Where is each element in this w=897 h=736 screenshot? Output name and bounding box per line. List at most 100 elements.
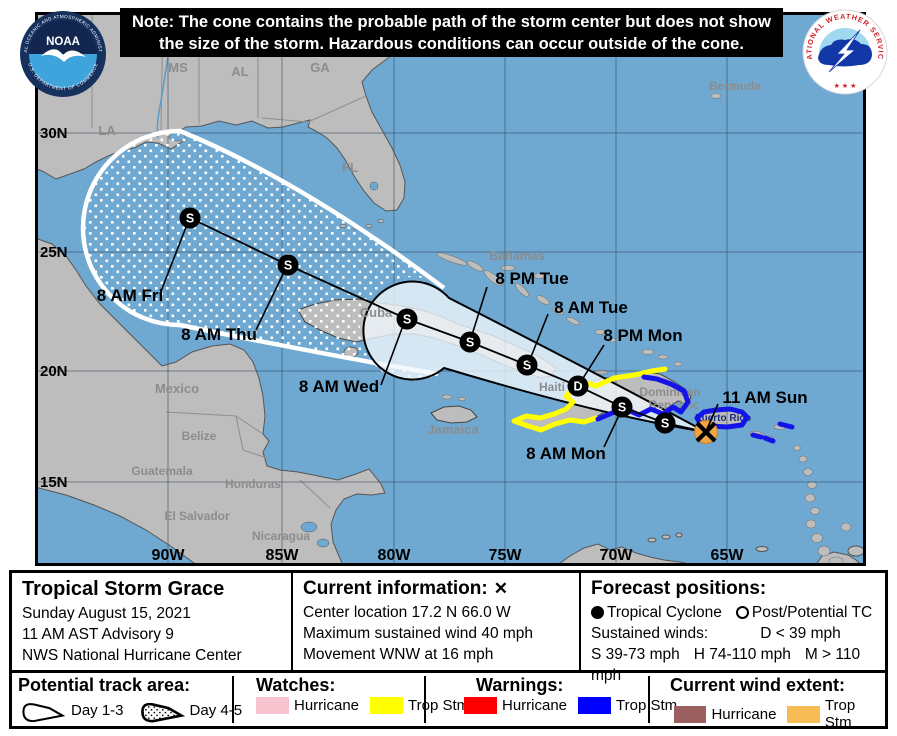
storm-agency: NWS National Hurricane Center: [22, 647, 242, 664]
watches-heading: Watches:: [256, 675, 336, 695]
marker-letter: S: [466, 336, 474, 350]
islands-lesser-antilles: [749, 424, 852, 563]
info-row: Tropical Storm Grace Sunday August 15, 2…: [12, 573, 885, 684]
nws-logo: NATIONAL WEATHER SERVICE ★ ★ ★: [802, 9, 888, 95]
legend-divider: [648, 676, 650, 723]
hurricane-wind-extent-label: Hurricane: [711, 705, 777, 723]
hurricane-warning-swatch: [464, 697, 497, 714]
tropical-cyclone-label: Tropical Cyclone: [607, 604, 722, 621]
label-honduras: Honduras: [225, 477, 281, 491]
label-ms: MS: [168, 60, 188, 75]
lake-managua: [316, 538, 330, 548]
legend-current-wind-extent: Current wind extent: Hurricane Trop Stm: [662, 675, 885, 731]
wind-scale-s: S 39-73 mph: [591, 646, 680, 663]
current-position-x-icon: [695, 421, 717, 443]
lat-label-25n: 25N: [40, 244, 68, 261]
lon-label-85w: 85W: [266, 547, 300, 563]
ts-watch-outline: [511, 366, 668, 433]
hurricane-warning-label: Hurricane: [502, 697, 568, 714]
hurricane-watch-label: Hurricane: [294, 697, 360, 714]
info-panel: Tropical Storm Grace Sunday August 15, 2…: [9, 570, 888, 731]
label-ga: GA: [310, 60, 330, 75]
ts-watch-swatch: [370, 697, 404, 714]
label-mexico: Mexico: [155, 381, 199, 396]
lake-okeechobee: [369, 181, 379, 191]
label-al: AL: [231, 64, 248, 79]
grid-lines: [38, 15, 863, 563]
ts-wind-extent-label: Trop Stm: [824, 697, 856, 731]
storm-title: Tropical Storm Grace: [22, 578, 225, 600]
marker-letter: D: [573, 380, 582, 394]
time-label-8am-mon: 8 AM Mon: [526, 444, 606, 463]
time-label-8am-fri: 8 AM Fri: [97, 286, 163, 305]
forecast-point-marker: S: [396, 308, 418, 330]
forecast-point-marker: S: [277, 254, 299, 276]
noaa-seagull-icon: [41, 49, 86, 62]
label-nicaragua: Nicaragua: [252, 529, 310, 543]
wind-scale-h: H 74-110 mph: [693, 646, 791, 663]
noaa-logo-text: NOAA: [46, 36, 80, 48]
marker-letter: S: [618, 401, 626, 415]
note-banner-line1: Note: The cone contains the probable pat…: [132, 13, 771, 31]
marker-letter: S: [403, 313, 411, 327]
forecast-positions-heading: Forecast positions:: [591, 578, 767, 599]
cone-day45-outline: [80, 128, 446, 377]
map-canvas: LA MS AL GA FL Bermuda Mexico Cuba Baham…: [38, 15, 863, 563]
time-label-8pm-mon: 8 PM Mon: [603, 326, 682, 345]
wind-scale-d: D < 39 mph: [760, 625, 841, 642]
label-la: LA: [98, 123, 116, 138]
current-information-section: Current information: ✕ Center location 17…: [293, 573, 581, 670]
forecast-point-marker: S: [459, 331, 481, 353]
current-position-x-glyph: ✕: [493, 579, 508, 598]
potential-track-area-heading: Potential track area:: [18, 675, 191, 695]
ts-warning-label: Trop Stm: [616, 697, 678, 714]
island-jamaica: [430, 405, 478, 424]
lon-label-80w: 80W: [378, 547, 412, 563]
legend-divider: [232, 676, 234, 723]
label-fl: FL: [342, 160, 358, 175]
sustained-winds-label: Sustained winds:: [591, 625, 709, 642]
hurricane-wind-extent-swatch: [674, 705, 707, 723]
forecast-point-marker: S: [516, 354, 538, 376]
label-cuba: Cuba: [360, 305, 393, 320]
storm-date: Sunday August 15, 2021: [22, 605, 191, 622]
tropical-cyclone-icon: [591, 606, 604, 619]
legend-watches: Watches: Hurricane Trop Stm: [246, 675, 469, 714]
label-el-salvador: El Salvador: [164, 509, 230, 523]
lon-label-75w: 75W: [489, 547, 523, 563]
label-leader-lines: [159, 221, 719, 448]
time-labels: 8 AM Fri 8 AM Thu 8 AM Wed 8 PM Tue 8 AM…: [97, 269, 808, 463]
noaa-logo: NOAA NATIONAL OCEANIC AND ATMOSPHERIC AD…: [20, 11, 106, 97]
label-jamaica: Jamaica: [427, 422, 479, 437]
marker-letter: S: [284, 259, 292, 273]
note-banner-line2: the size of the storm. Hazardous conditi…: [159, 35, 744, 53]
lat-label-15n: 15N: [40, 474, 68, 491]
day13-label: Day 1-3: [71, 701, 124, 719]
marker-letter: S: [661, 417, 669, 431]
warnings-heading: Warnings:: [476, 675, 564, 695]
current-location: Center location 17.2 N 66.0 W: [303, 604, 511, 621]
legend-row: Potential track area: Day 1-3 Day 4-5 Wa…: [12, 673, 885, 731]
longitude-labels: 90W 85W 80W 75W 70W 65W: [152, 547, 745, 563]
legend-divider: [424, 676, 426, 723]
note-banner: Note: The cone contains the probable pat…: [120, 8, 783, 57]
ts-warning-swatch: [578, 697, 612, 714]
label-guatemala: Guatemala: [131, 464, 193, 478]
ts-wind-extent-swatch: [787, 705, 820, 723]
lake-nicaragua: [300, 521, 318, 533]
lon-label-65w: 65W: [711, 547, 745, 563]
hurricane-watch-swatch: [256, 697, 289, 714]
cone-day13-icon: [22, 703, 66, 723]
marker-letter: S: [186, 212, 194, 226]
current-info-heading: Current information:: [303, 578, 488, 599]
nws-stars: ★ ★ ★: [834, 82, 857, 90]
cone-day45-icon: [140, 702, 185, 723]
day45-label: Day 4-5: [189, 701, 243, 719]
lat-label-30n: 30N: [40, 125, 68, 142]
storm-summary-section: Tropical Storm Grace Sunday August 15, 2…: [12, 573, 293, 670]
storm-advisory: 11 AM AST Advisory 9: [22, 626, 174, 643]
current-movement: Movement WNW at 16 mph: [303, 646, 494, 663]
time-label-8am-thu: 8 AM Thu: [181, 325, 257, 344]
time-label-8am-wed: 8 AM Wed: [299, 377, 379, 396]
cone-day45-fill: [83, 131, 444, 381]
